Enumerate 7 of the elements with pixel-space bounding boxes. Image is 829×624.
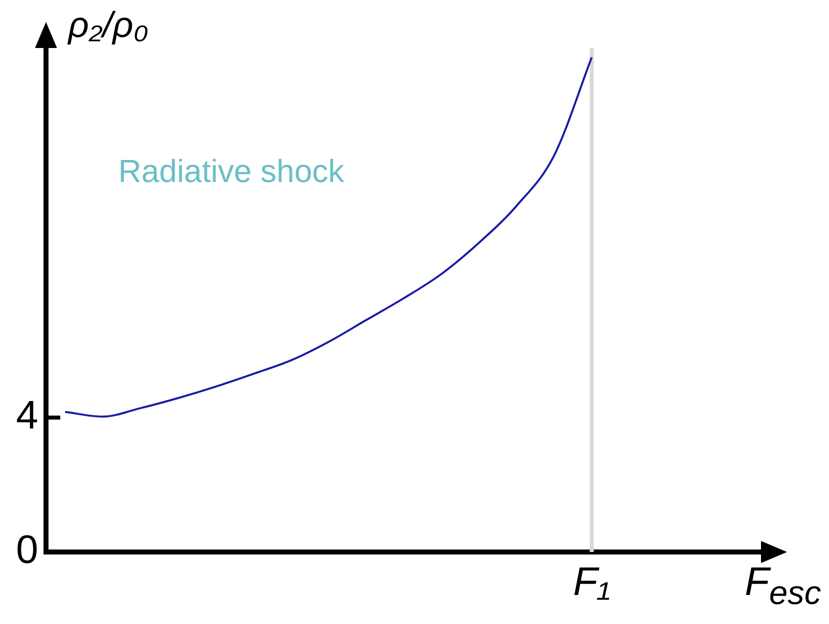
y-tick-label: 4: [16, 394, 38, 438]
x-tick-label: F₁: [573, 560, 610, 604]
y-axis-title: ρ₂/ρ₀: [68, 4, 148, 46]
y-tick-label: 0: [16, 528, 38, 572]
annotation: Radiative shock: [118, 152, 346, 189]
x-axis-title: F$_{esc}$: [744, 560, 821, 613]
line-series: [64, 56, 593, 418]
